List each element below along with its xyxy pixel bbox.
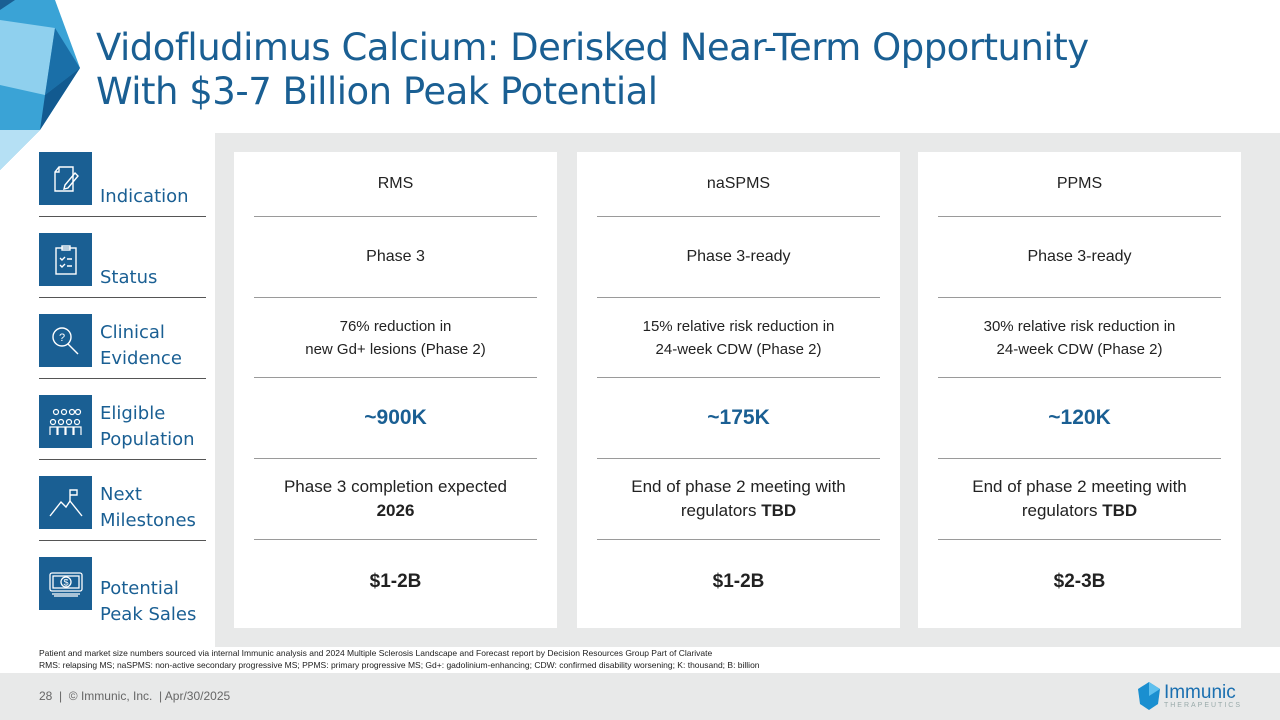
row-label-status: Status <box>39 233 206 298</box>
evidence-line-1: 15% relative risk reduction in <box>642 317 835 335</box>
indication-cell: PPMS <box>938 152 1221 217</box>
row-label-text: Next Milestones <box>100 484 196 531</box>
source-note: Patient and market size numbers sourced … <box>39 648 713 658</box>
evidence-line-2: 24-week CDW (Phase 2) <box>996 340 1163 358</box>
svg-text:$: $ <box>63 577 68 587</box>
company-logo: Immunic THERAPEUTICS <box>1137 681 1242 710</box>
population-cell: ~900K <box>254 378 537 459</box>
title-line-1: Vidofludimus Calcium: Derisked Near-Term… <box>96 26 1089 69</box>
mountain-flag-icon <box>39 476 92 529</box>
milestone-text: End of phase 2 meeting with regulators <box>972 477 1187 520</box>
logo-text: Immunic <box>1163 681 1236 703</box>
milestone-bold: TBD <box>1102 501 1138 520</box>
indication-cell: naSPMS <box>597 152 880 217</box>
population-cell: ~175K <box>597 378 880 459</box>
milestone-cell: End of phase 2 meeting with regulators T… <box>597 459 880 540</box>
evidence-line-1: 30% relative risk reduction in <box>983 317 1176 335</box>
corner-decoration <box>0 0 80 170</box>
evidence-line-2: 24-week CDW (Phase 2) <box>655 340 822 358</box>
people-group-icon <box>39 395 92 448</box>
evidence-cell: 15% relative risk reduction in 24-week CD… <box>597 298 880 378</box>
row-label-text: Status <box>100 267 158 288</box>
peak-sales-cell: $2-3B <box>1053 571 1106 592</box>
status-cell: Phase 3 <box>254 217 537 298</box>
row-label-text: Clinical Evidence <box>100 322 182 369</box>
row-label-potential-peak-sales: $ Potential Peak Sales <box>39 557 206 625</box>
svg-text:?: ? <box>59 332 65 344</box>
logo-mark-icon <box>1137 682 1160 710</box>
milestone-cell: End of phase 2 meeting with regulators T… <box>938 459 1221 540</box>
milestone-bold: 2026 <box>376 501 415 520</box>
evidence-line-1: 76% reduction in <box>339 317 452 335</box>
row-label-next-milestones: Next Milestones <box>39 476 206 541</box>
footer: 28 | © Immunic, Inc. | Apr/30/2025 Immun… <box>0 673 1280 720</box>
peak-sales-cell: $1-2B <box>369 571 422 592</box>
page-title: Vidofludimus Calcium: Derisked Near-Term… <box>96 26 1089 114</box>
population-cell: ~120K <box>938 378 1221 459</box>
row-label-text: Eligible Population <box>100 403 195 450</box>
row-label-text: Indication <box>100 186 189 207</box>
milestone-cell: Phase 3 completion expected 2026 <box>254 459 537 540</box>
abbreviations-note: RMS: relapsing MS; naSPMS: non-active se… <box>39 660 760 670</box>
row-label-eligible-population: Eligible Population <box>39 395 206 460</box>
row-label-indication: Indication <box>39 152 206 217</box>
peak-sales-cell: $1-2B <box>712 571 765 592</box>
evidence-cell: 76% reduction in new Gd+ lesions (Phase 2… <box>254 298 537 378</box>
footer-text: 28 | © Immunic, Inc. | Apr/30/2025 <box>39 689 231 703</box>
money-bill-icon: $ <box>39 557 92 610</box>
indication-card: naSPMS Phase 3-ready 15% relative risk r… <box>577 152 900 628</box>
milestone-text: Phase 3 completion expected <box>283 477 508 496</box>
indication-card: PPMS Phase 3-ready 30% relative risk red… <box>918 152 1241 628</box>
edit-document-icon <box>39 152 92 205</box>
milestone-bold: TBD <box>761 501 797 520</box>
clipboard-checklist-icon <box>39 233 92 286</box>
title-line-2: With $3-7 Billion Peak Potential <box>96 70 658 113</box>
row-label-text: Potential Peak Sales <box>100 578 197 625</box>
evidence-line-2: new Gd+ lesions (Phase 2) <box>305 340 486 358</box>
status-cell: Phase 3-ready <box>597 217 880 298</box>
status-cell: Phase 3-ready <box>938 217 1221 298</box>
logo-subtext: THERAPEUTICS <box>1163 701 1242 709</box>
indication-cell: RMS <box>254 152 537 217</box>
magnifier-question-icon: ? <box>39 314 92 367</box>
evidence-cell: 30% relative risk reduction in 24-week CD… <box>938 298 1221 378</box>
milestone-text: End of phase 2 meeting with regulators <box>631 477 846 520</box>
indication-card: RMS Phase 3 76% reduction in new Gd+ lesi… <box>234 152 557 628</box>
row-label-clinical-evidence: ? Clinical Evidence <box>39 314 206 379</box>
